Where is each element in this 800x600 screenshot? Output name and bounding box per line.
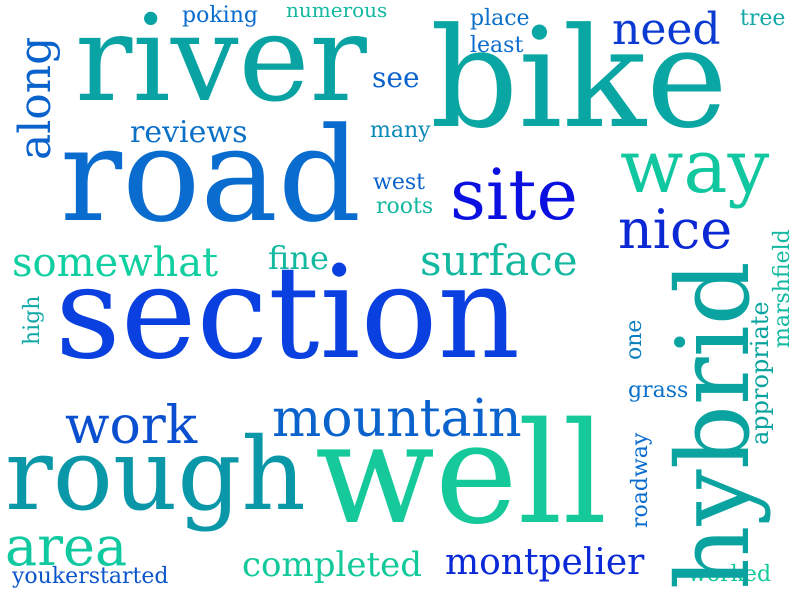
word-way: way xyxy=(620,124,770,210)
word-montpelier: montpelier xyxy=(445,542,645,583)
word-area: area xyxy=(5,515,128,578)
word-work: work xyxy=(65,396,198,456)
word-one: one xyxy=(622,319,647,360)
word-completed: completed xyxy=(242,545,423,585)
word-marshfield: marshfield xyxy=(770,229,795,348)
word-least: least xyxy=(470,33,524,58)
word-roots: roots xyxy=(376,194,434,219)
word-bike: bike xyxy=(430,0,728,159)
word-roadway: roadway xyxy=(628,432,653,528)
word-somewhat: somewhat xyxy=(12,240,219,286)
word-reviews: reviews xyxy=(130,115,248,150)
word-west: west xyxy=(373,170,425,195)
word-need: need xyxy=(612,4,721,55)
word-tree: tree xyxy=(740,6,786,31)
word-mountain: mountain xyxy=(272,389,522,449)
word-road: road xyxy=(60,99,362,251)
word-nice: nice xyxy=(618,198,733,261)
word-worked: worked xyxy=(688,562,772,587)
word-place: place xyxy=(470,6,530,31)
word-numerous: numerous xyxy=(286,0,388,22)
word-well: well xyxy=(315,393,608,556)
word-rough: rough xyxy=(5,416,306,533)
word-site: site xyxy=(450,154,578,236)
word-many: many xyxy=(370,118,431,143)
word-high: high xyxy=(20,295,45,345)
word-poking: poking xyxy=(182,3,258,28)
word-appropriate: appropriate xyxy=(746,301,774,445)
word-grass: grass xyxy=(628,378,689,403)
word-fine: fine xyxy=(268,239,329,277)
word-along: along xyxy=(10,36,61,160)
word-river: river xyxy=(75,0,367,129)
word-see: see xyxy=(372,61,420,94)
word-surface: surface xyxy=(420,236,578,285)
word-youkerstarted: youkerstarted xyxy=(12,564,169,589)
word-section: section xyxy=(55,239,520,388)
